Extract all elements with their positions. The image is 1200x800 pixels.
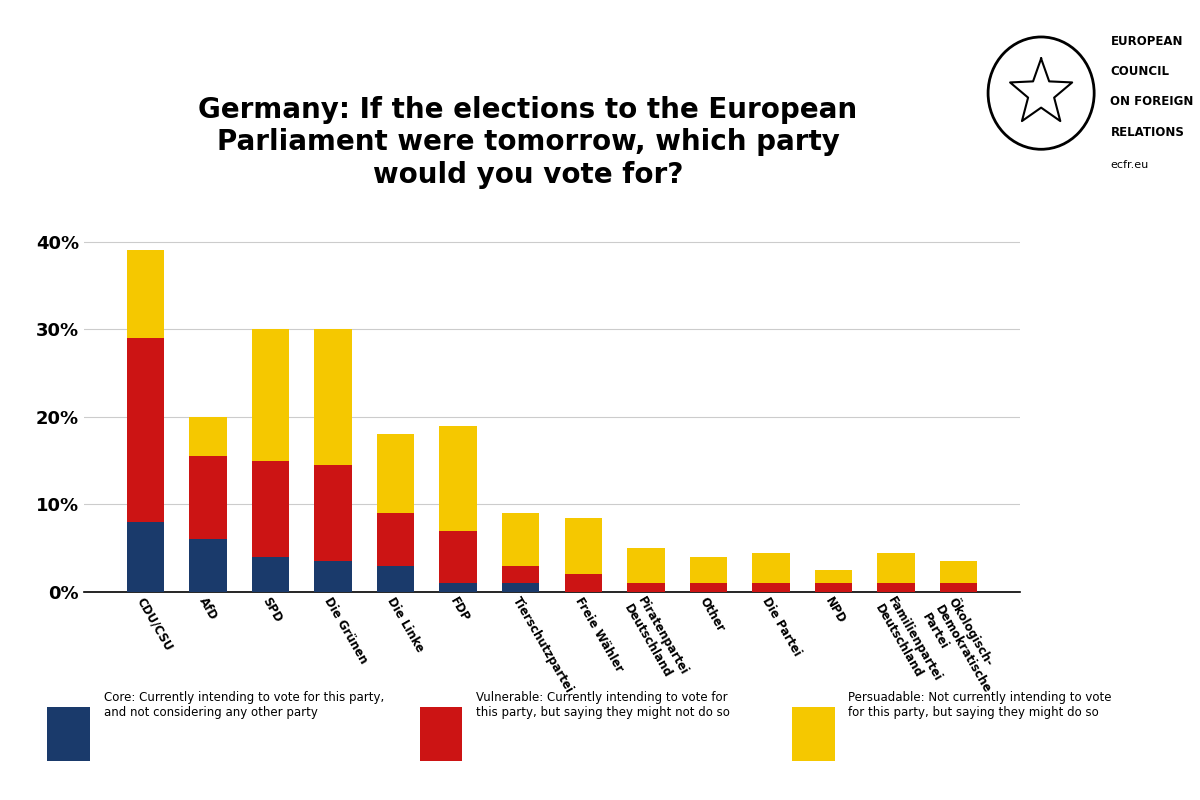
Bar [752, 553, 790, 583]
Bar [126, 522, 164, 592]
Bar [877, 553, 914, 583]
Text: Vulnerable: Currently intending to vote for
this party, but saying they might no: Vulnerable: Currently intending to vote … [476, 691, 730, 719]
Bar [628, 583, 665, 592]
Bar [940, 583, 978, 592]
Bar [252, 329, 289, 461]
Bar [752, 583, 790, 592]
Text: Germany: If the elections to the European
Parliament were tomorrow, which party
: Germany: If the elections to the Europea… [198, 96, 858, 189]
Bar [126, 338, 164, 522]
Bar [126, 250, 164, 338]
Bar [377, 566, 414, 592]
Bar [564, 574, 602, 592]
Text: Core: Currently intending to vote for this party,
and not considering any other : Core: Currently intending to vote for th… [103, 691, 384, 719]
Bar [439, 426, 476, 530]
Text: ecfr.eu: ecfr.eu [1110, 160, 1148, 170]
Bar [502, 583, 540, 592]
Bar [314, 562, 352, 592]
Bar [190, 456, 227, 539]
Bar [439, 530, 476, 583]
Bar [502, 566, 540, 583]
Text: Persuadable: Not currently intending to vote
for this party, but saying they mig: Persuadable: Not currently intending to … [848, 691, 1111, 719]
Bar [502, 513, 540, 566]
FancyBboxPatch shape [792, 707, 835, 761]
Text: COUNCIL: COUNCIL [1110, 65, 1170, 78]
FancyBboxPatch shape [47, 707, 90, 761]
Bar [190, 417, 227, 456]
Bar [690, 557, 727, 583]
Bar [940, 562, 978, 583]
Bar [252, 461, 289, 557]
FancyBboxPatch shape [420, 707, 462, 761]
Bar [690, 583, 727, 592]
Bar [314, 329, 352, 465]
Bar [190, 539, 227, 592]
Bar [377, 513, 414, 566]
Text: EUROPEAN: EUROPEAN [1110, 34, 1183, 48]
Bar [377, 434, 414, 513]
Bar [815, 570, 852, 583]
Text: ON FOREIGN: ON FOREIGN [1110, 95, 1194, 108]
Bar [439, 583, 476, 592]
Text: RELATIONS: RELATIONS [1110, 126, 1184, 138]
Polygon shape [1010, 58, 1072, 121]
Bar [314, 465, 352, 562]
Bar [628, 548, 665, 583]
Bar [877, 583, 914, 592]
Bar [564, 518, 602, 574]
Bar [252, 557, 289, 592]
Bar [815, 583, 852, 592]
